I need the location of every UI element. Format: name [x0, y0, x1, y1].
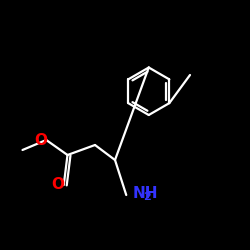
- Text: O: O: [34, 133, 47, 148]
- Text: O: O: [51, 177, 64, 192]
- Text: 2: 2: [143, 192, 151, 202]
- Text: NH: NH: [132, 186, 158, 200]
